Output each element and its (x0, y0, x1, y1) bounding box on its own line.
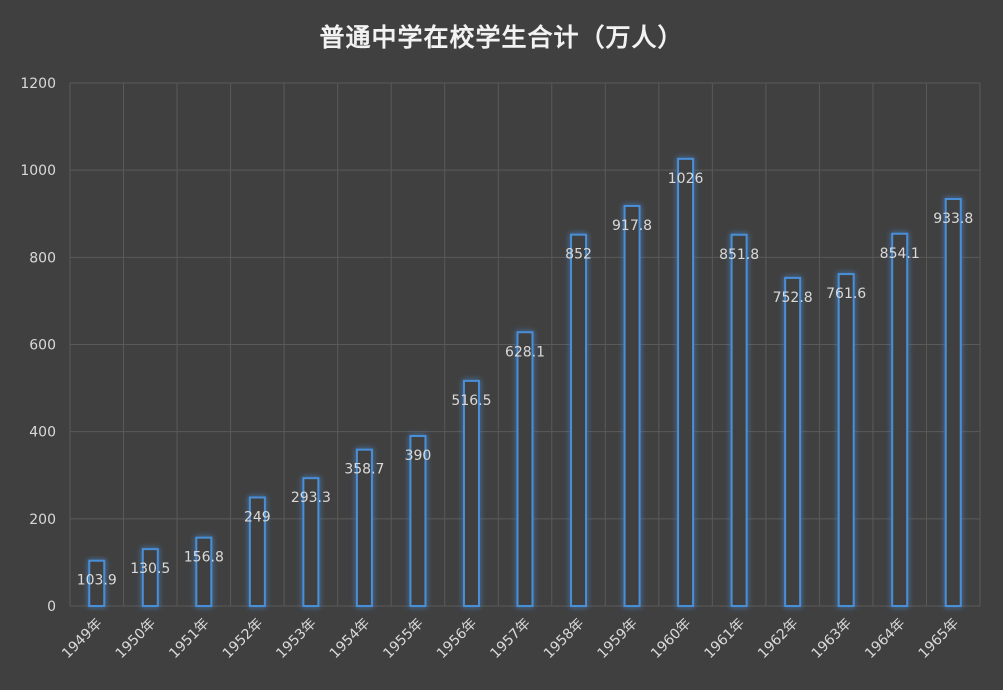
y-tick-label: 0 (47, 599, 56, 615)
data-label: 854.1 (880, 246, 920, 262)
bar (891, 232, 909, 607)
x-tick-label: 1949年 (59, 616, 105, 662)
grid (69, 82, 981, 607)
bar (944, 198, 962, 607)
x-tick-label: 1961年 (702, 616, 748, 662)
y-tick-label: 1200 (20, 76, 56, 92)
bar (462, 379, 480, 607)
bar (623, 204, 641, 608)
data-labels: 103.9 130.5 156.8 249 293.3 358.7 390 516.5 628.… (77, 171, 974, 589)
bars (88, 157, 962, 608)
x-tick-label: 1952年 (220, 616, 266, 662)
bar (141, 548, 159, 608)
bar (248, 496, 266, 608)
data-label: 390 (405, 448, 432, 464)
chart-title: 普通中学在校学生合计（万人） (319, 23, 684, 52)
x-tick-label: 1958年 (541, 616, 587, 662)
y-tick-label: 600 (29, 338, 56, 354)
y-tick-label: 200 (29, 512, 56, 528)
data-label: 851.8 (719, 247, 759, 263)
y-tick-label: 800 (29, 250, 56, 266)
x-tick-label: 1959年 (594, 616, 640, 662)
data-label: 752.8 (773, 290, 813, 306)
data-label: 852 (565, 247, 592, 263)
x-tick-label: 1955年 (380, 616, 426, 662)
data-label: 628.1 (505, 344, 545, 360)
x-tick-label: 1951年 (166, 616, 212, 662)
bar (409, 435, 427, 607)
data-label: 761.6 (826, 286, 866, 302)
x-tick-label: 1963年 (809, 616, 855, 662)
data-label: 1026 (668, 171, 704, 187)
x-tick-label: 1960年 (648, 616, 694, 662)
x-tick-label: 1954年 (327, 616, 373, 662)
y-tick-label: 1000 (20, 163, 56, 179)
data-label: 103.9 (77, 573, 117, 589)
x-tick-label: 1950年 (113, 616, 159, 662)
bar (302, 477, 320, 607)
bar (355, 448, 373, 608)
y-tick-label: 400 (29, 425, 56, 441)
x-tick-label: 1956年 (434, 616, 480, 662)
data-label: 917.8 (612, 218, 652, 234)
bar (88, 559, 106, 608)
bar (730, 233, 748, 607)
data-label: 156.8 (184, 550, 224, 566)
data-label: 130.5 (130, 561, 170, 577)
bar (195, 536, 213, 607)
x-tick-label: 1953年 (273, 616, 319, 662)
y-axis-ticks: 0 200 400 600 800 1000 1200 (20, 76, 56, 615)
data-label: 293.3 (291, 490, 331, 506)
data-label: 249 (244, 509, 271, 525)
bar (516, 331, 534, 607)
x-axis-ticks: 1949年 1950年 1951年 1952年 1953年 1954年 1955年 1956年… (59, 616, 962, 662)
x-tick-label: 1964年 (862, 616, 908, 662)
x-tick-label: 1962年 (755, 616, 801, 662)
data-label: 516.5 (451, 393, 491, 409)
data-label: 358.7 (344, 462, 384, 478)
data-label: 933.8 (933, 211, 973, 227)
bar (570, 233, 588, 607)
bar (784, 276, 802, 607)
x-tick-label: 1965年 (916, 616, 962, 662)
bar (677, 157, 695, 608)
bar (837, 273, 855, 607)
x-tick-label: 1957年 (487, 616, 533, 662)
